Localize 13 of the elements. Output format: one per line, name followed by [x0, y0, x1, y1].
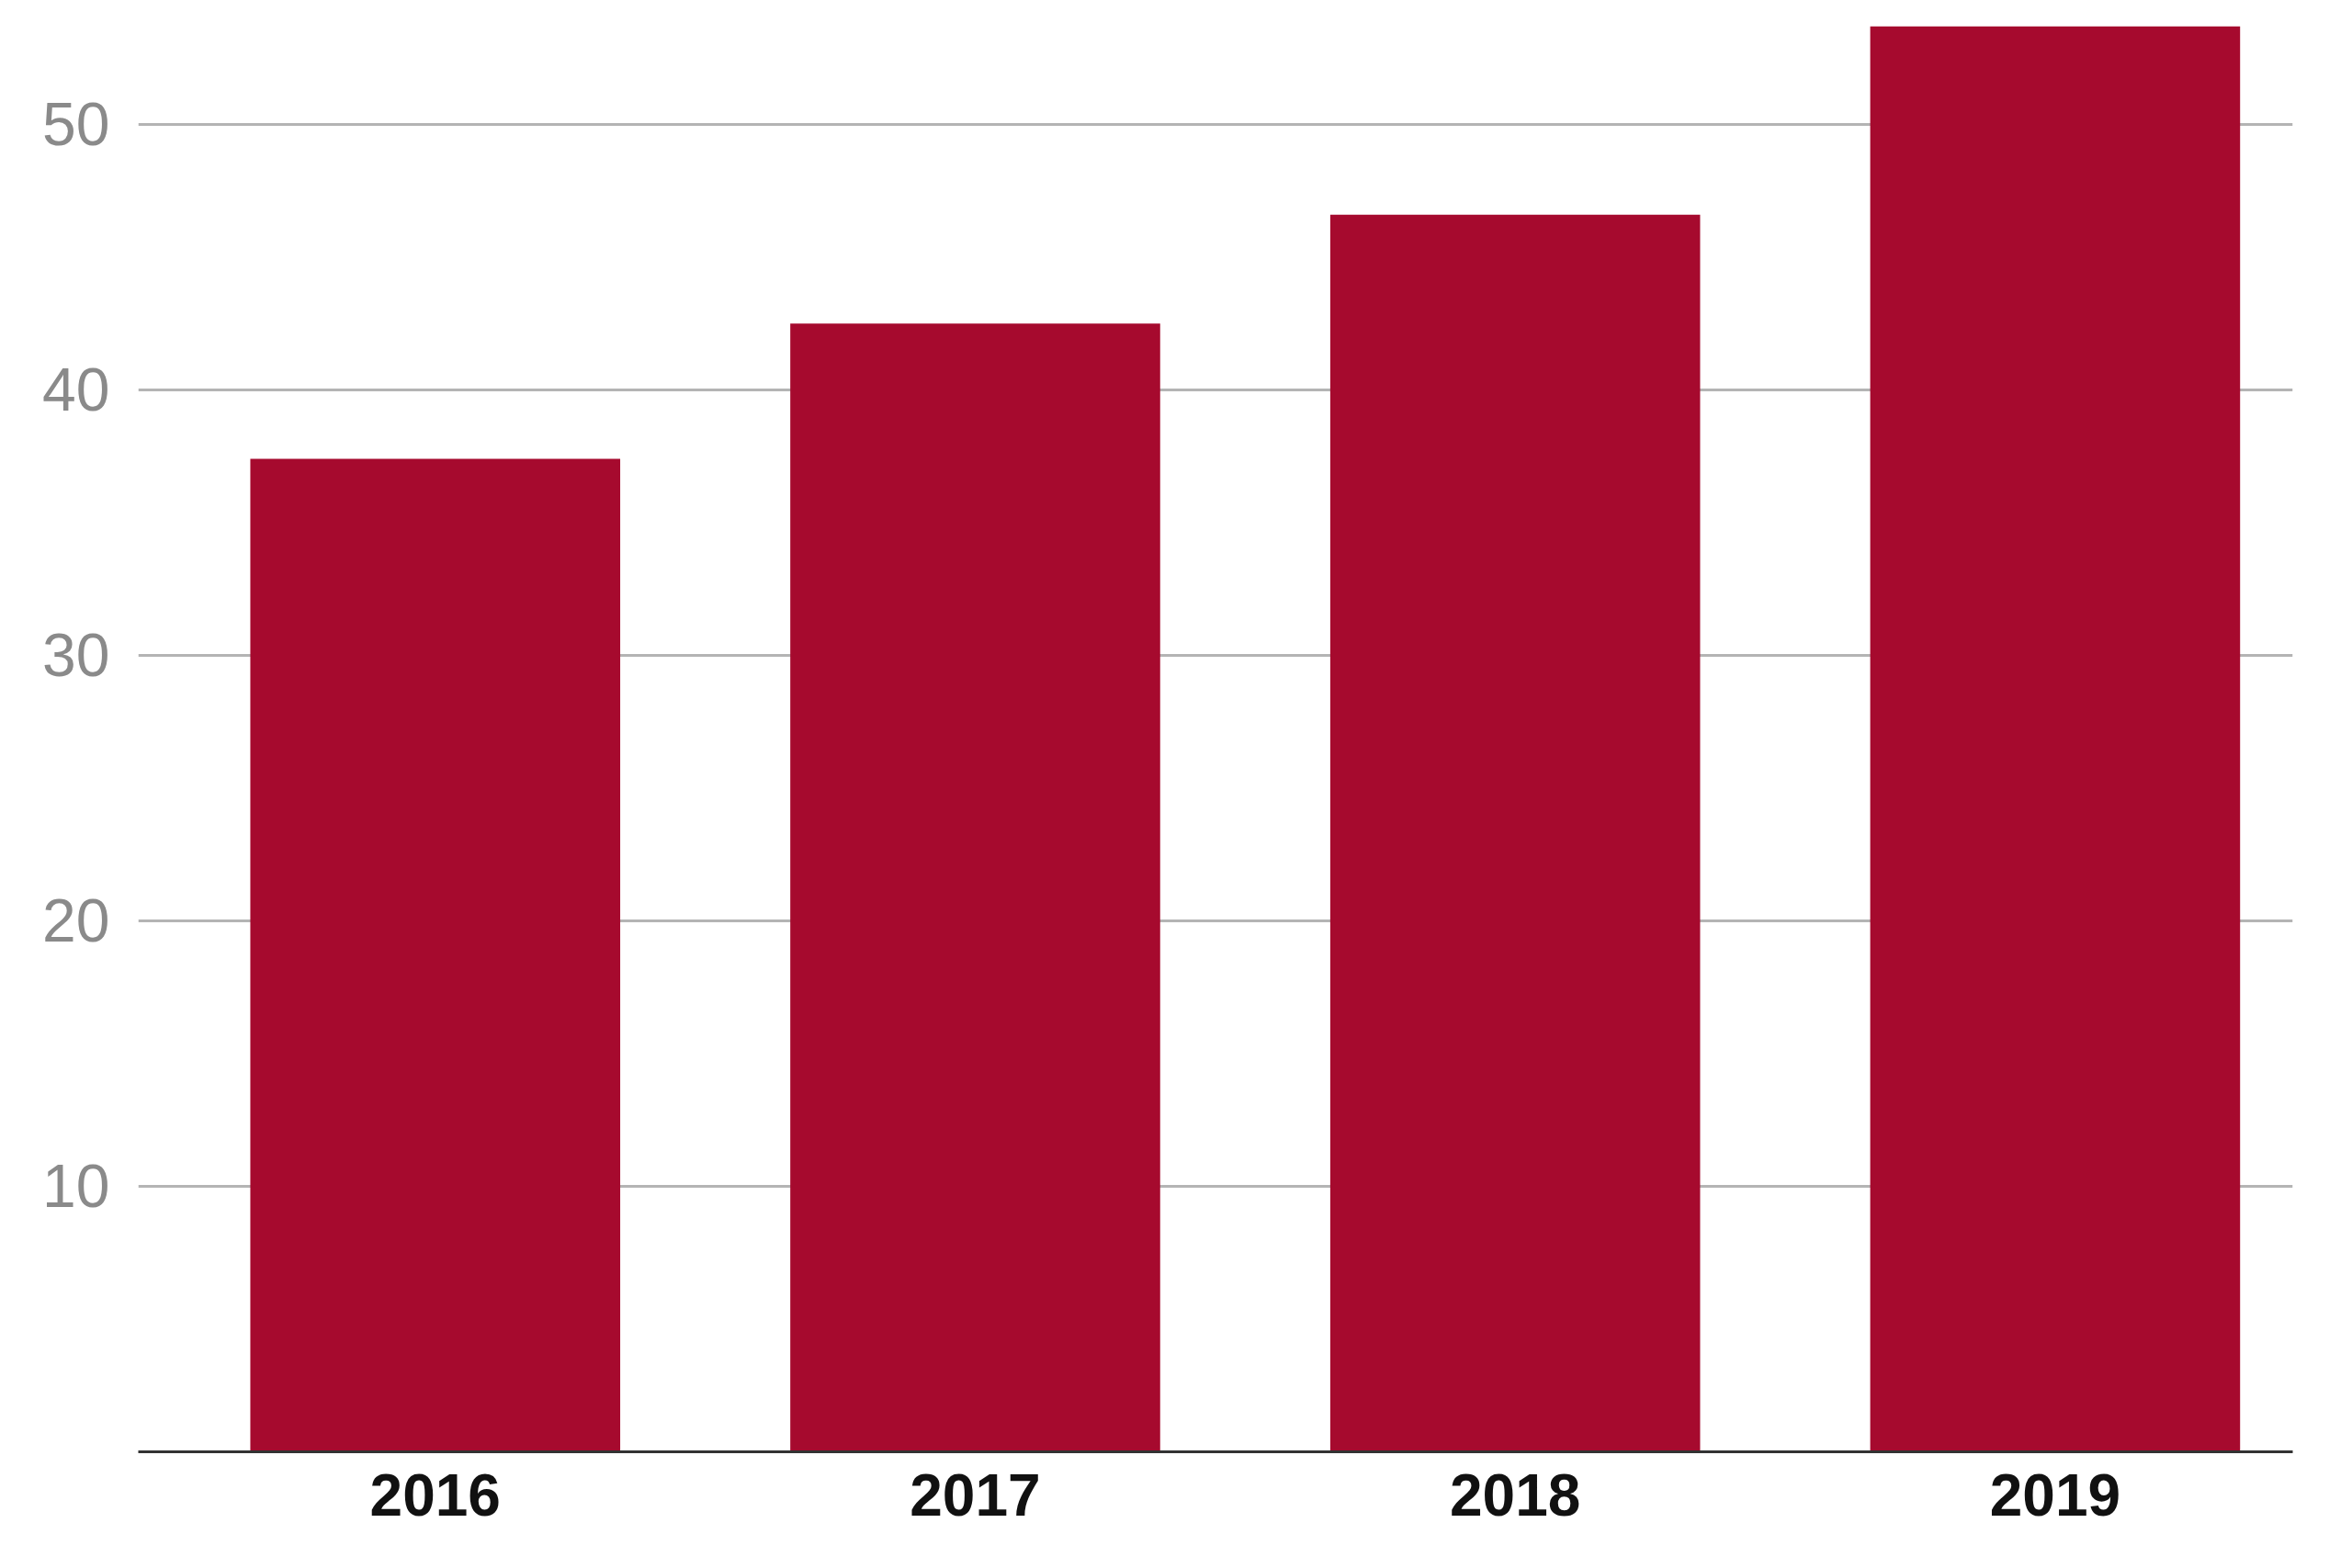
bar [1870, 26, 2241, 1452]
y-tick-label: 20 [42, 886, 110, 955]
x-tick-label: 2018 [1450, 1461, 1581, 1529]
x-tick-label: 2019 [1989, 1461, 2121, 1529]
bar [1329, 214, 1701, 1452]
y-tick-label: 30 [42, 621, 110, 690]
y-tick-label: 40 [42, 355, 110, 424]
x-tick-label: 2017 [910, 1461, 1041, 1529]
bar [250, 458, 621, 1452]
y-tick-label: 50 [42, 90, 110, 159]
bar [790, 323, 1160, 1452]
y-tick-label: 10 [42, 1152, 110, 1221]
x-tick-label: 2016 [369, 1461, 501, 1529]
